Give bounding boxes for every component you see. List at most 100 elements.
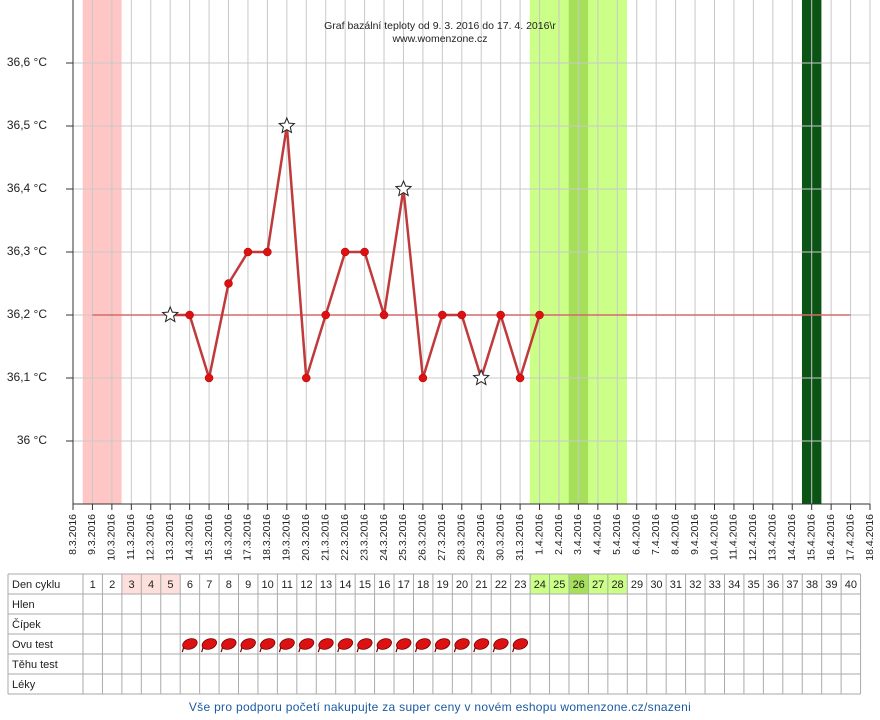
temperature-line xyxy=(170,124,541,380)
x-tick-label: 9.3.2016 xyxy=(86,514,98,555)
cycle-day: 13 xyxy=(320,579,332,591)
ovu-stem xyxy=(317,647,321,653)
ovu-leaf xyxy=(396,638,412,650)
day-highlight xyxy=(121,574,142,594)
x-tick-label: 29.3.2016 xyxy=(475,514,487,561)
ovu-stem xyxy=(376,647,379,653)
ovu-leaf xyxy=(454,638,470,650)
ovu-leaf xyxy=(298,638,315,650)
chart-title: Graf bazální teploty od 9. 3. 2016 do 17… xyxy=(324,20,556,32)
y-tick-label: 36,6 °C xyxy=(7,55,47,69)
data-point xyxy=(224,279,233,288)
x-tick-label: 14.4.2016 xyxy=(786,514,798,561)
day-highlight xyxy=(160,574,181,594)
cycle-day: 8 xyxy=(226,579,232,591)
cycle-day: 36 xyxy=(767,579,779,591)
ovu-test-icon xyxy=(181,638,198,653)
cycle-day: 11 xyxy=(281,579,292,591)
ovu-stem xyxy=(453,647,457,653)
ovu-stem xyxy=(337,647,340,653)
day-highlight xyxy=(588,574,608,594)
x-tick-label: 12.3.2016 xyxy=(145,514,157,561)
ovu-stem xyxy=(434,647,437,653)
cycle-day: 25 xyxy=(553,579,565,591)
star-point xyxy=(394,179,413,197)
cycle-day: 22 xyxy=(495,579,507,591)
cycle-day: 21 xyxy=(475,579,487,591)
ovu-stem xyxy=(492,647,496,653)
data-point xyxy=(418,373,428,383)
cycle-day: 38 xyxy=(806,579,818,591)
data-point xyxy=(243,247,253,257)
cycle-day: 1 xyxy=(90,579,96,591)
x-tick-label: 2.4.2016 xyxy=(553,514,565,555)
ovu-stem xyxy=(259,647,263,653)
row-label: Léky xyxy=(12,679,36,691)
cycle-day: 26 xyxy=(573,579,585,591)
data-point xyxy=(263,247,272,257)
day-highlight xyxy=(530,574,550,594)
x-tick-label: 1.4.2016 xyxy=(533,514,545,555)
y-tick-label: 36,4 °C xyxy=(7,181,47,195)
day-highlight xyxy=(568,574,589,594)
cycle-day: 2 xyxy=(109,579,115,591)
day-highlight xyxy=(607,574,628,594)
cycle-day: 28 xyxy=(611,579,623,591)
cycle-day: 5 xyxy=(167,579,173,591)
ovu-leaf xyxy=(415,638,431,650)
ovu-stem xyxy=(220,647,224,653)
ovu-test-icon xyxy=(414,638,431,653)
x-tick-label: 18.4.2016 xyxy=(864,514,876,561)
x-tick-label: 23.3.2016 xyxy=(358,514,370,561)
x-tick-label: 21.3.2016 xyxy=(319,514,331,561)
x-tick-label: 31.3.2016 xyxy=(514,514,526,561)
data-point xyxy=(535,310,544,320)
x-tick-label: 22.3.2016 xyxy=(339,514,351,561)
ovu-leaf xyxy=(357,638,373,650)
x-tick-label: 16.3.2016 xyxy=(222,514,234,561)
x-tick-label: 16.4.2016 xyxy=(825,514,837,561)
ovu-test-icon xyxy=(259,638,276,653)
ovu-test-icon xyxy=(201,638,218,653)
x-tick-label: 14.3.2016 xyxy=(183,514,195,561)
cycle-day: 39 xyxy=(825,579,837,591)
x-tick-label: 15.4.2016 xyxy=(805,514,817,561)
x-tick-label: 28.3.2016 xyxy=(456,514,468,561)
x-tick-label: 3.4.2016 xyxy=(572,514,584,555)
data-point xyxy=(204,373,214,383)
ovu-leaf xyxy=(221,638,237,650)
x-tick-label: 17.4.2016 xyxy=(844,514,856,561)
data-point xyxy=(360,247,369,257)
cycle-day: 17 xyxy=(398,579,410,591)
row-label: Čípek xyxy=(12,618,41,631)
data-point xyxy=(379,310,389,320)
cycle-day: 14 xyxy=(339,579,351,591)
ovu-stem xyxy=(395,647,399,653)
cycle-day: 12 xyxy=(300,579,312,591)
x-tick-label: 17.3.2016 xyxy=(242,514,254,561)
star-point xyxy=(161,305,180,323)
ovu-test-icon xyxy=(492,638,509,653)
x-tick-label: 25.3.2016 xyxy=(397,514,409,561)
ovu-test-icon xyxy=(512,638,529,653)
ovu-test-icon xyxy=(395,638,412,653)
x-tick-label: 10.4.2016 xyxy=(708,514,720,561)
cycle-day: 29 xyxy=(631,579,643,591)
x-tick-label: 9.4.2016 xyxy=(689,514,701,555)
data-point xyxy=(321,310,330,320)
ovu-test-icon xyxy=(298,638,315,653)
cycle-day: 33 xyxy=(709,579,721,591)
cycle-day: 40 xyxy=(845,579,857,591)
star-point xyxy=(277,116,296,134)
cycle-day: 4 xyxy=(148,579,154,591)
x-tick-label: 8.4.2016 xyxy=(669,514,681,555)
ovu-stem xyxy=(414,647,418,653)
data-point xyxy=(302,373,311,383)
ovu-test-icon xyxy=(453,638,470,653)
ovu-test-icon xyxy=(376,638,392,653)
cycle-day: 24 xyxy=(534,579,546,591)
data-point xyxy=(515,373,525,383)
ovu-test-icon xyxy=(356,638,373,653)
cycle-day: 23 xyxy=(514,579,526,591)
row-label: Hlen xyxy=(12,599,35,611)
